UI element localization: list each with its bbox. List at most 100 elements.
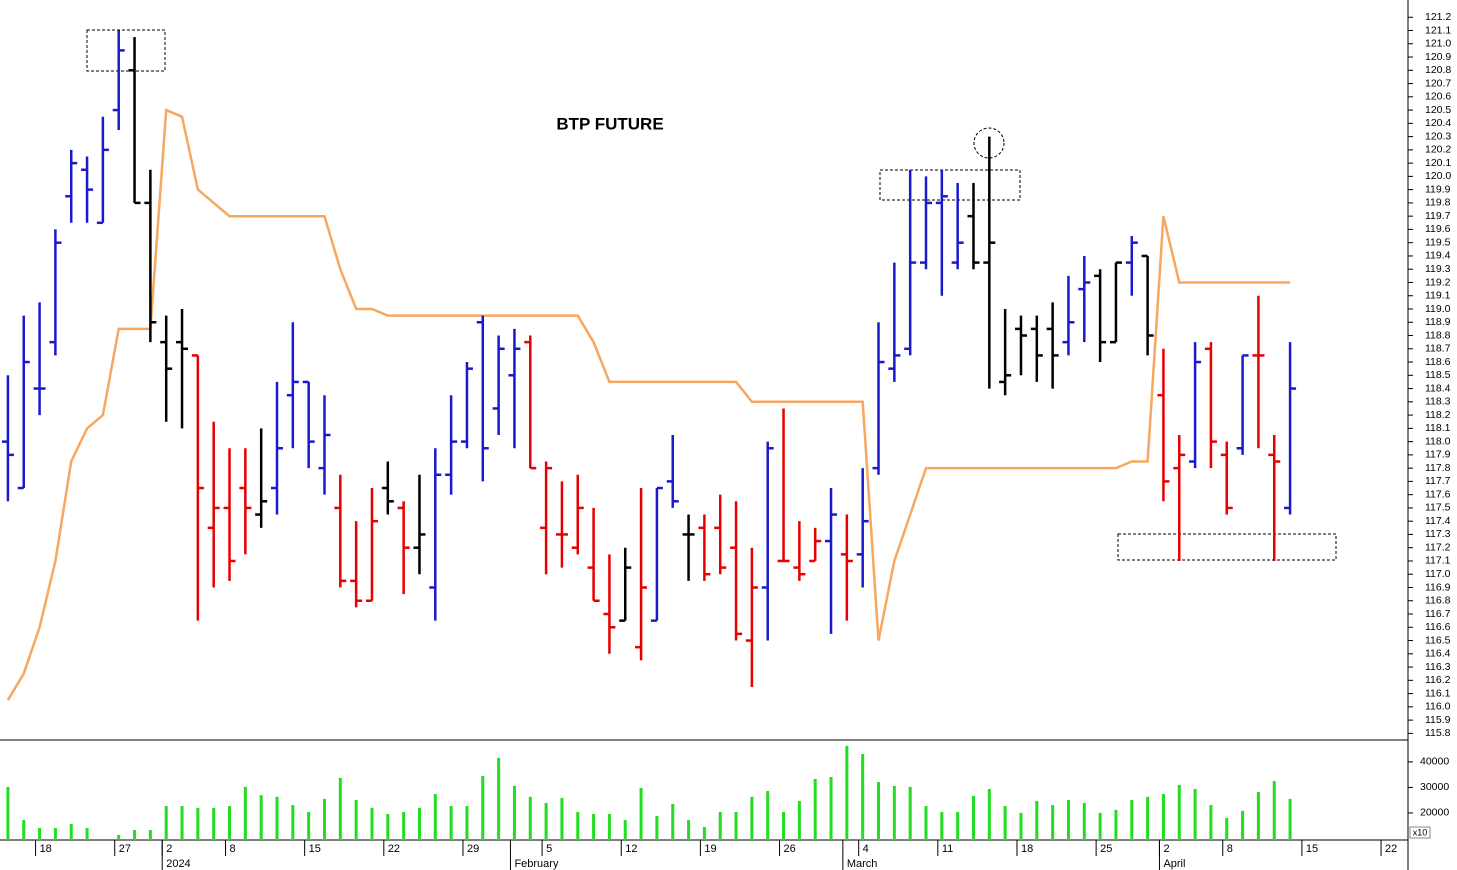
volume-bar — [1225, 818, 1229, 840]
x-tick-label: 8 — [1227, 843, 1233, 855]
y-tick-label: 118.3 — [1425, 396, 1451, 408]
annotation-circle — [973, 127, 1005, 159]
y-tick-label: 117.5 — [1425, 502, 1451, 514]
y-tick-label: 120.1 — [1425, 157, 1451, 169]
y-tick-label: 116.5 — [1425, 634, 1451, 646]
y-tick-label: 121.0 — [1425, 38, 1451, 50]
line-series — [6, 108, 1291, 701]
volume-bar — [671, 804, 675, 840]
y-tick-label: 116.9 — [1425, 581, 1451, 593]
y-tick-label: 119.6 — [1425, 223, 1451, 235]
volume-bar — [782, 811, 786, 840]
month-label: February — [514, 858, 559, 870]
y-tick-label: 40000 — [1420, 756, 1449, 768]
annotation-box — [879, 169, 1021, 201]
volume-bar — [544, 803, 548, 840]
y-tick-label: 118.0 — [1425, 435, 1451, 447]
unit-box — [1409, 826, 1431, 839]
x-tick-label: 2 — [166, 843, 172, 855]
volume-bar — [971, 795, 975, 840]
volume-bar — [1051, 805, 1055, 840]
x-tick-label: 2 — [1163, 843, 1169, 855]
volume-bar — [164, 806, 168, 840]
volume-bar — [1035, 800, 1039, 840]
volume-bar — [750, 796, 754, 840]
volume-bar — [987, 788, 991, 840]
y-tick-label: 118.9 — [1425, 316, 1451, 328]
volume-bar — [133, 830, 137, 840]
x-tick-label: 19 — [704, 843, 716, 855]
volume-bar — [940, 811, 944, 840]
volume-bar — [259, 795, 263, 840]
volume-bar — [1209, 805, 1213, 840]
volume-bar — [243, 786, 247, 840]
x-tick-label: 18 — [40, 843, 52, 855]
y-tick-label: 119.1 — [1425, 290, 1451, 302]
x-tick-label: 29 — [467, 843, 479, 855]
volume-bar — [1288, 798, 1292, 840]
volume-bar — [1082, 803, 1086, 840]
y-tick-label: 120.3 — [1425, 130, 1451, 142]
y-tick-label: 115.8 — [1425, 727, 1451, 739]
volume-bar — [1161, 794, 1165, 840]
volume-bar — [908, 786, 912, 840]
x-tick-label: 27 — [119, 843, 131, 855]
volume-bar — [497, 757, 501, 840]
y-tick-label: 119.3 — [1425, 263, 1451, 275]
unit-note: x10 — [1413, 827, 1428, 837]
y-tick-label: 117.1 — [1425, 555, 1451, 567]
chart-title: BTP FUTURE — [556, 114, 663, 133]
volume-bar — [465, 806, 469, 840]
volume-bar — [592, 813, 596, 840]
x-tick-label: 18 — [1021, 843, 1033, 855]
volume-bar — [1114, 809, 1118, 840]
y-tick-label: 118.4 — [1425, 382, 1451, 394]
y-tick-label: 116.8 — [1425, 595, 1451, 607]
volume-bar — [1146, 796, 1150, 840]
y-tick-label: 118.8 — [1425, 329, 1451, 341]
y-tick-label: 118.2 — [1425, 409, 1451, 421]
volume-bar — [813, 779, 817, 840]
y-tick-label: 120.9 — [1425, 51, 1451, 63]
volume-bar — [1272, 781, 1276, 840]
y-tick-label: 116.2 — [1425, 674, 1451, 686]
y-tick-label: 116.1 — [1425, 687, 1451, 699]
volume-bar — [623, 820, 627, 840]
volume-bar — [702, 826, 706, 840]
volume-bar — [22, 820, 26, 840]
volume-bar — [655, 816, 659, 840]
volume-bar — [354, 799, 358, 840]
y-tick-label: 116.7 — [1425, 608, 1451, 620]
x-tick-label: 22 — [1385, 843, 1397, 855]
volume-bar — [877, 782, 881, 840]
y-tick-label: 30000 — [1420, 781, 1449, 793]
y-tick-label: 116.3 — [1425, 661, 1451, 673]
volume-bar — [1241, 810, 1245, 840]
volume-bar — [528, 796, 532, 840]
y-tick-label: 120.7 — [1425, 77, 1451, 89]
y-tick-label: 119.8 — [1425, 197, 1451, 209]
volume-bar — [370, 807, 374, 840]
month-label: 2024 — [166, 858, 190, 870]
volume-bar — [734, 811, 738, 840]
volume-bar — [766, 791, 770, 840]
y-tick-label: 116.6 — [1425, 621, 1451, 633]
volume-bar — [1177, 784, 1181, 840]
volume-bar — [892, 785, 896, 840]
y-tick-label: 118.1 — [1425, 422, 1451, 434]
volume-bar — [275, 796, 279, 840]
y-tick-label: 117.7 — [1425, 475, 1451, 487]
y-tick-label: 116.0 — [1425, 701, 1451, 713]
volume-bar — [1098, 812, 1102, 840]
y-tick-label: 116.4 — [1425, 648, 1451, 660]
y-tick-label: 117.0 — [1425, 568, 1451, 580]
volume-bar — [1066, 799, 1070, 840]
y-tick-label: 117.4 — [1425, 515, 1451, 527]
y-tick-label: 118.6 — [1425, 356, 1451, 368]
volume-bar — [228, 806, 232, 840]
x-tick-label: 25 — [1100, 843, 1112, 855]
volume-bar — [576, 811, 580, 840]
y-tick-label: 120.8 — [1425, 64, 1451, 76]
volume-bar — [1130, 799, 1134, 840]
